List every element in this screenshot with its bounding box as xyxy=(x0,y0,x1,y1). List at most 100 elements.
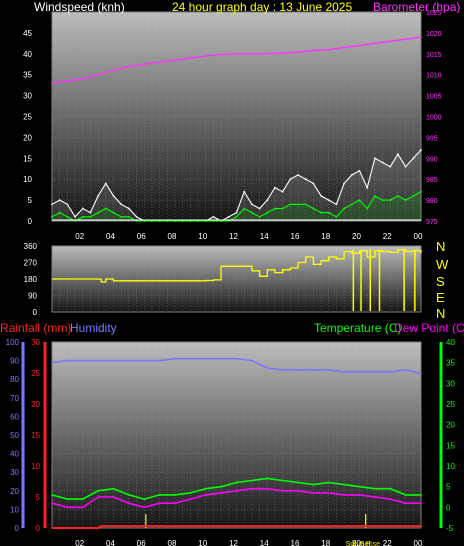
x-tick-label: 10 xyxy=(198,232,207,241)
data-point xyxy=(143,63,146,66)
data-point xyxy=(404,494,407,496)
y-tick-label-left: 25 xyxy=(23,113,32,122)
x-tick-label: 20 xyxy=(352,232,361,241)
x-tick-label: 22 xyxy=(383,539,392,546)
y-tick-label-temperature: 5 xyxy=(446,483,451,492)
data-point xyxy=(120,203,123,206)
data-point xyxy=(274,186,276,189)
data-point xyxy=(258,215,261,218)
data-point xyxy=(266,487,269,490)
data-point xyxy=(220,492,222,494)
data-point xyxy=(281,190,284,193)
data-point xyxy=(312,49,315,52)
data-point xyxy=(227,220,230,222)
data-point xyxy=(251,211,253,214)
data-point xyxy=(151,220,153,222)
data-point xyxy=(81,78,84,80)
data-point xyxy=(127,207,130,210)
compass-label-w: W xyxy=(436,257,449,272)
data-point xyxy=(66,506,69,509)
x-tick-label: 02 xyxy=(75,539,84,546)
data-point xyxy=(158,359,161,362)
data-point xyxy=(420,149,422,151)
data-point xyxy=(97,490,99,492)
y-tick-label-left: 5 xyxy=(28,196,33,205)
data-point xyxy=(374,157,376,160)
wind-direction-line xyxy=(52,249,422,283)
y-tick-label-rainfall: 30 xyxy=(31,338,40,347)
data-point xyxy=(127,215,130,218)
data-point xyxy=(420,190,422,193)
temperature-axis-label: Temperature (C) xyxy=(314,321,402,335)
y-tick-label-left: 20 xyxy=(23,133,32,142)
data-point xyxy=(235,481,238,484)
x-tick-label: 18 xyxy=(321,232,330,241)
data-point xyxy=(258,207,261,210)
data-point xyxy=(97,359,99,362)
data-point xyxy=(51,215,53,218)
data-point xyxy=(220,53,223,56)
y-tick-label-direction: 360 xyxy=(24,242,38,251)
data-point xyxy=(158,61,161,64)
y-tick-label-temperature: 25 xyxy=(446,400,455,409)
data-point xyxy=(66,80,69,82)
data-point xyxy=(51,361,53,364)
data-point xyxy=(112,359,115,362)
data-point xyxy=(143,359,146,362)
data-point xyxy=(104,207,107,210)
data-point xyxy=(251,203,253,206)
data-point xyxy=(297,174,299,176)
y-tick-label-direction: 0 xyxy=(33,308,38,317)
data-point xyxy=(358,44,361,47)
data-point xyxy=(343,483,345,486)
data-point xyxy=(297,369,299,371)
data-point xyxy=(320,211,322,214)
data-point xyxy=(82,359,84,362)
y-tick-label-temperature: -5 xyxy=(446,524,454,533)
x-tick-label: 16 xyxy=(291,539,300,546)
data-point xyxy=(74,215,76,218)
x-tick-label: 04 xyxy=(106,232,115,241)
y-tick-label-humidity: 60 xyxy=(10,412,19,421)
y-tick-label-humidity: 10 xyxy=(10,505,19,514)
data-point xyxy=(197,220,200,222)
x-tick-label: 14 xyxy=(260,232,269,241)
rainfall-axis-label: Rainfall (mm) xyxy=(0,321,72,335)
data-point xyxy=(89,215,92,218)
data-point xyxy=(127,65,130,68)
x-tick-label: 02 xyxy=(75,232,84,241)
y-tick-label-humidity: 100 xyxy=(6,338,20,347)
data-point xyxy=(266,199,269,202)
data-point xyxy=(297,481,299,484)
y-tick-label-left: 40 xyxy=(23,50,32,59)
plot-border xyxy=(51,341,422,529)
data-point xyxy=(312,483,315,486)
y-tick-label-left: 30 xyxy=(23,92,32,101)
data-point xyxy=(58,211,61,214)
y-tick-label-humidity: 80 xyxy=(10,375,19,384)
data-point xyxy=(266,477,269,480)
data-point xyxy=(158,220,161,222)
data-point xyxy=(235,357,238,360)
data-point xyxy=(143,506,146,509)
y-tick-label-humidity: 40 xyxy=(10,450,19,459)
rainfall-line xyxy=(52,525,421,529)
y-tick-label-temperature: 20 xyxy=(446,421,455,430)
x-tick-label: 04 xyxy=(106,539,115,546)
y-tick-label-right: 975 xyxy=(426,219,438,226)
data-point xyxy=(343,46,345,49)
data-point xyxy=(343,182,345,185)
data-point xyxy=(366,186,369,189)
data-point xyxy=(204,220,207,222)
data-point xyxy=(212,215,215,218)
data-point xyxy=(97,496,99,498)
y-tick-label-right: 985 xyxy=(426,177,438,184)
data-point xyxy=(389,165,392,168)
data-point xyxy=(397,153,399,156)
x-tick-label: 16 xyxy=(291,232,300,241)
data-point xyxy=(220,485,222,488)
data-point xyxy=(304,203,307,206)
data-point xyxy=(243,207,246,210)
data-point xyxy=(358,199,361,202)
compass-label-n-top: N xyxy=(436,239,446,254)
